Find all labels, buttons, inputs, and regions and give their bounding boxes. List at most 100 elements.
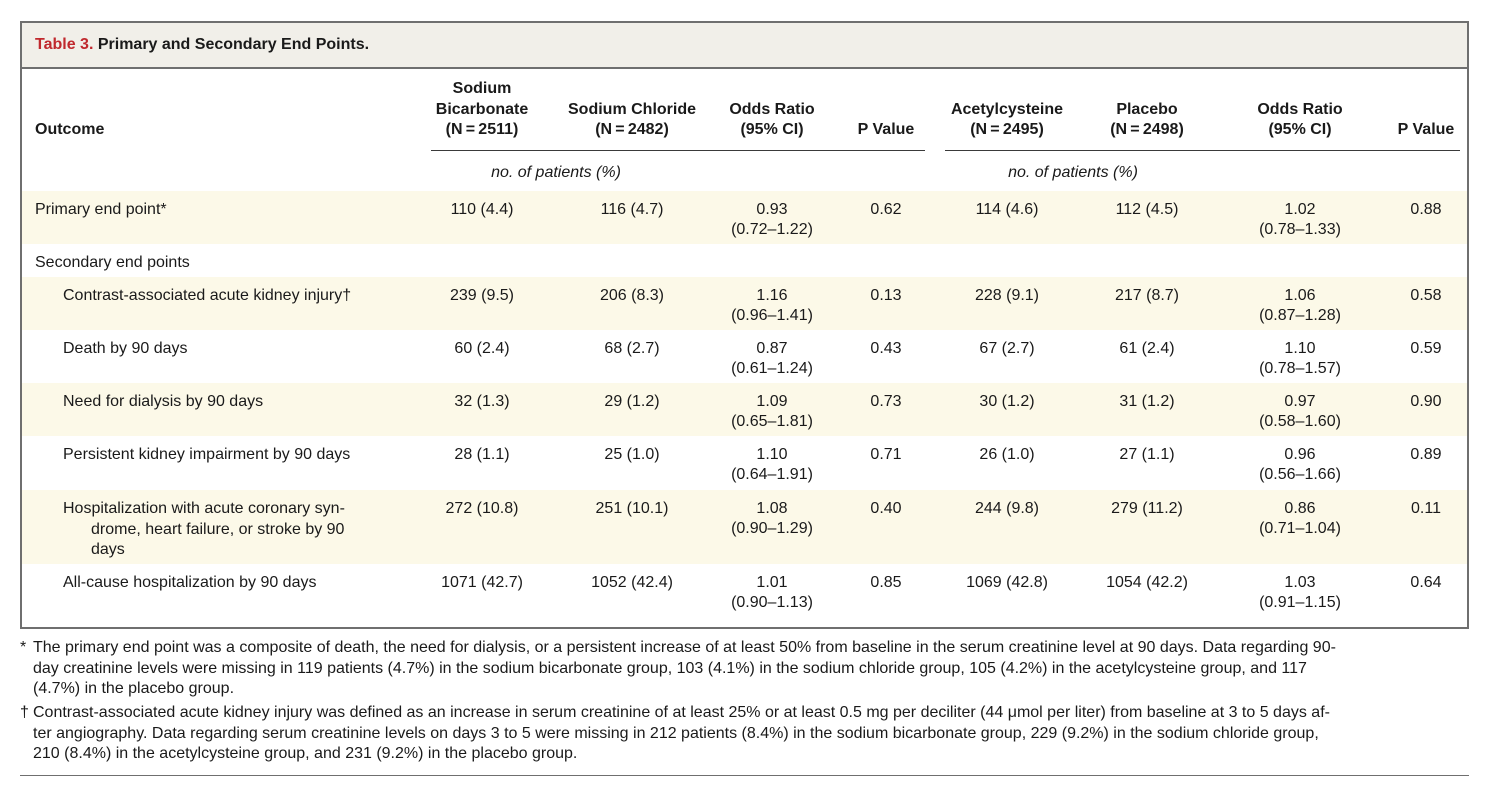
table-title-bar: Table 3. Primary and Secondary End Point… bbox=[22, 23, 1467, 69]
cell-chloride: 29 (1.2) bbox=[604, 393, 660, 410]
confidence-interval: (0.61–1.24) bbox=[731, 360, 813, 377]
odds-ratio: 0.97 bbox=[1284, 393, 1316, 410]
odds-ratio: 1.03 bbox=[1284, 574, 1316, 591]
confidence-interval: (0.72–1.22) bbox=[731, 221, 813, 238]
row-label: Hospitalization with acute coronary syn-… bbox=[63, 499, 345, 561]
row-label-line: days bbox=[91, 541, 125, 558]
odds-ratio: 1.10 bbox=[1284, 340, 1316, 357]
cell-acetyl: 30 (1.2) bbox=[979, 393, 1035, 410]
footnote-mark: † bbox=[20, 704, 29, 721]
cell-p1: 0.62 bbox=[870, 201, 902, 218]
cell-p2: 0.58 bbox=[1410, 287, 1442, 304]
header-sodium-chloride: Sodium Chloride (N = 2482) bbox=[552, 100, 712, 141]
cell-chloride: 1052 (42.4) bbox=[591, 574, 673, 591]
header-line: (N = 2495) bbox=[970, 121, 1044, 138]
header-line: (N = 2482) bbox=[595, 121, 669, 138]
odds-ratio: 1.08 bbox=[756, 500, 788, 517]
row-label: Death by 90 days bbox=[63, 340, 188, 357]
cell-p1: 0.43 bbox=[870, 340, 902, 357]
confidence-interval: (0.90–1.13) bbox=[731, 594, 813, 611]
cell-p1: 0.40 bbox=[870, 500, 902, 517]
cell-or1: 1.09 (0.65–1.81) bbox=[712, 392, 832, 432]
header-line: (N = 2498) bbox=[1110, 121, 1184, 138]
cell-chloride: 68 (2.7) bbox=[604, 340, 660, 357]
subheader-left: no. of patients (%) bbox=[491, 164, 621, 181]
footnote-primary: * The primary end point was a composite … bbox=[20, 638, 1470, 700]
odds-ratio: 1.16 bbox=[756, 287, 788, 304]
cell-p2: 0.11 bbox=[1411, 500, 1441, 517]
footnote-line: (4.7%) in the placebo group. bbox=[33, 680, 235, 697]
cell-acetyl: 114 (4.6) bbox=[975, 201, 1039, 218]
cell-p1: 0.71 bbox=[870, 446, 902, 463]
cell-or1: 1.08 (0.90–1.29) bbox=[712, 499, 832, 539]
cell-placebo: 1054 (42.2) bbox=[1106, 574, 1188, 591]
header-line: Placebo bbox=[1116, 100, 1178, 118]
odds-ratio: 1.06 bbox=[1284, 287, 1316, 304]
header-rule-left bbox=[431, 150, 925, 151]
table-title-text: Primary and Secondary End Points. bbox=[97, 36, 370, 53]
table-title: Table 3. Primary and Secondary End Point… bbox=[35, 36, 369, 54]
row-band bbox=[22, 277, 1467, 330]
odds-ratio: 0.96 bbox=[1284, 446, 1316, 463]
cell-p2: 0.64 bbox=[1410, 574, 1442, 591]
cell-or1: 1.10 (0.64–1.91) bbox=[712, 445, 832, 485]
header-line: Sodium Chloride bbox=[568, 100, 696, 118]
cell-bicarb: 272 (10.8) bbox=[445, 500, 519, 517]
cell-chloride: 206 (8.3) bbox=[599, 287, 665, 304]
confidence-interval: (0.71–1.04) bbox=[1259, 520, 1341, 537]
cell-acetyl: 26 (1.0) bbox=[979, 446, 1035, 463]
cell-acetyl: 1069 (42.8) bbox=[966, 574, 1048, 591]
confidence-interval: (0.87–1.28) bbox=[1259, 307, 1341, 324]
cell-chloride: 116 (4.7) bbox=[600, 201, 664, 218]
cell-chloride: 251 (10.1) bbox=[595, 500, 669, 517]
cell-or2: 1.06 (0.87–1.28) bbox=[1240, 286, 1360, 326]
header-line: Odds Ratio bbox=[1257, 100, 1343, 118]
header-rule-right bbox=[945, 150, 1460, 151]
header-p-value-2: P Value bbox=[1397, 121, 1455, 138]
cell-or2: 0.86 (0.71–1.04) bbox=[1240, 499, 1360, 539]
header-line: Sodium bbox=[452, 80, 512, 97]
footnote-line: ter angiography. Data regarding serum cr… bbox=[33, 724, 1319, 742]
footnote-aki: † Contrast-associated acute kidney injur… bbox=[20, 703, 1470, 765]
header-odds-ratio-2: Odds Ratio (95% CI) bbox=[1240, 100, 1360, 141]
footnote-mark: * bbox=[20, 639, 27, 656]
row-label-line: Hospitalization with acute coronary syn- bbox=[63, 500, 345, 517]
confidence-interval: (0.96–1.41) bbox=[731, 307, 813, 324]
header-line: Odds Ratio bbox=[729, 100, 815, 118]
header-line: (95% CI) bbox=[1268, 121, 1332, 138]
odds-ratio: 1.02 bbox=[1284, 201, 1316, 218]
cell-acetyl: 67 (2.7) bbox=[979, 340, 1035, 357]
cell-bicarb: 110 (4.4) bbox=[450, 201, 514, 218]
cell-or1: 0.87 (0.61–1.24) bbox=[712, 339, 832, 379]
confidence-interval: (0.90–1.29) bbox=[731, 520, 813, 537]
table-number: Table 3. bbox=[35, 36, 94, 53]
cell-placebo: 27 (1.1) bbox=[1119, 446, 1175, 463]
cell-or2: 1.10 (0.78–1.57) bbox=[1240, 339, 1360, 379]
row-label: Persistent kidney impairment by 90 days bbox=[63, 446, 351, 463]
header-line: Acetylcysteine bbox=[950, 100, 1064, 118]
cell-p2: 0.59 bbox=[1410, 340, 1442, 357]
odds-ratio: 1.09 bbox=[756, 393, 788, 410]
header-sodium-bicarbonate: Sodium Bicarbonate (N = 2511) bbox=[422, 79, 542, 141]
row-band bbox=[22, 490, 1467, 564]
confidence-interval: (0.58–1.60) bbox=[1259, 413, 1341, 430]
cell-bicarb: 32 (1.3) bbox=[454, 393, 510, 410]
cell-or1: 1.16 (0.96–1.41) bbox=[712, 286, 832, 326]
odds-ratio: 1.10 bbox=[756, 446, 788, 463]
row-label: All-cause hospitalization by 90 days bbox=[63, 574, 317, 591]
header-p-value-1: P Value bbox=[857, 121, 915, 138]
cell-p1: 0.85 bbox=[870, 574, 902, 591]
confidence-interval: (0.64–1.91) bbox=[731, 466, 813, 483]
header-acetylcysteine: Acetylcysteine (N = 2495) bbox=[937, 100, 1077, 141]
section-label: Secondary end points bbox=[35, 254, 190, 271]
footnote-line: The primary end point was a composite of… bbox=[33, 639, 1336, 656]
header-line: (95% CI) bbox=[740, 121, 804, 138]
odds-ratio: 1.01 bbox=[756, 574, 788, 591]
header-line: (N = 2511) bbox=[445, 121, 519, 138]
row-label: Contrast-associated acute kidney injury† bbox=[63, 287, 352, 304]
cell-or2: 1.02 (0.78–1.33) bbox=[1240, 200, 1360, 240]
cell-bicarb: 1071 (42.7) bbox=[441, 574, 523, 591]
cell-or2: 0.96 (0.56–1.66) bbox=[1240, 445, 1360, 485]
confidence-interval: (0.65–1.81) bbox=[731, 413, 813, 430]
cell-or1: 0.93 (0.72–1.22) bbox=[712, 200, 832, 240]
